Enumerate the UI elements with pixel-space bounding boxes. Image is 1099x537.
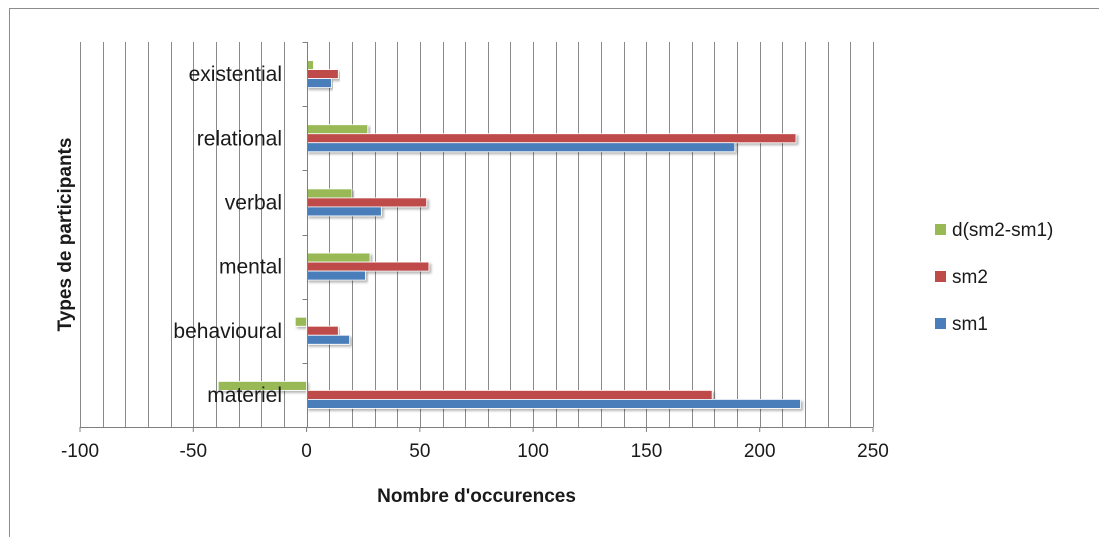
axes xyxy=(80,42,873,428)
category-label-behavioural: behavioural xyxy=(173,320,282,343)
bar-d(sm2-sm1)-relational xyxy=(306,124,369,135)
bar-sm2-mental xyxy=(306,261,430,272)
legend-swatch-sm2 xyxy=(935,271,946,282)
category-label-verbal: verbal xyxy=(225,191,282,214)
bar-sm2-existential xyxy=(306,69,339,79)
gridlines xyxy=(80,42,874,427)
bar-sm1-relational xyxy=(306,142,736,153)
legend-swatch-d(sm2-sm1) xyxy=(935,224,946,235)
x-tick-label: 100 xyxy=(517,441,549,462)
tick-labels: -100 -50 0 50 100 150 200 250 xyxy=(61,427,889,462)
x-tick-label: -50 xyxy=(180,441,207,462)
legend: d(sm2-sm1) sm2 sm1 xyxy=(935,220,1053,335)
x-tick-label: 200 xyxy=(744,441,776,462)
legend-label-sm1: sm1 xyxy=(952,314,988,335)
legend-swatch-sm1 xyxy=(935,318,946,329)
x-tick-label: 0 xyxy=(301,441,312,462)
x-tick-label: 50 xyxy=(409,441,430,462)
category-label-existential: existential xyxy=(189,63,282,86)
category-label-materiel: materiel xyxy=(207,384,282,407)
x-axis-title: Nombre d'occurences xyxy=(377,486,576,507)
chart-frame xyxy=(9,8,1099,537)
category-label-relational: relational xyxy=(197,127,282,150)
x-tick-label: -100 xyxy=(61,441,99,462)
bar-d(sm2-sm1)-behavioural xyxy=(294,316,307,327)
bar-sm1-behavioural xyxy=(306,334,351,345)
bar-sm2-materiel xyxy=(306,390,713,400)
bar-d(sm2-sm1)-verbal xyxy=(306,188,353,199)
legend-label-sm2: sm2 xyxy=(952,267,988,288)
category-labels: materiel behavioural mental verbal relationa… xyxy=(173,63,282,407)
bar-d(sm2-sm1)-mental xyxy=(306,252,371,263)
bar-sm2-behavioural xyxy=(306,325,339,336)
y-axis-title: Types de participants xyxy=(55,138,76,332)
bar-sm1-existential xyxy=(306,78,332,88)
bar-d(sm2-sm1)-materiel xyxy=(217,381,307,391)
bar-sm1-verbal xyxy=(306,206,382,217)
bars xyxy=(217,60,801,409)
category-label-mental: mental xyxy=(219,256,282,279)
x-tick-label: 150 xyxy=(631,441,663,462)
bar-sm1-mental xyxy=(306,270,366,281)
bar-sm1-materiel xyxy=(306,399,801,409)
bar-sm2-relational xyxy=(306,133,797,144)
legend-label-d(sm2-sm1): d(sm2-sm1) xyxy=(952,220,1053,241)
x-tick-label: 250 xyxy=(857,441,889,462)
bar-sm2-verbal xyxy=(306,197,428,208)
